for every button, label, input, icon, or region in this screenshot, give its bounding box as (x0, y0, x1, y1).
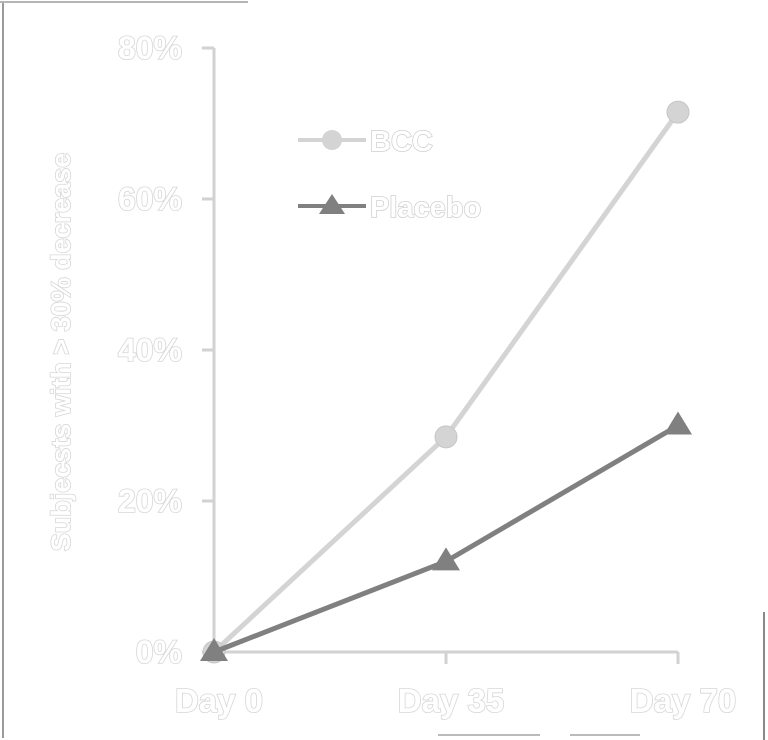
y-tick-label: 40% (118, 332, 182, 368)
x-axis-ticks: Day 0 Day 35 Day 70 (174, 652, 737, 720)
legend-item-bcc: BCC (298, 125, 434, 159)
x-tick-label: Day 35 (398, 682, 504, 719)
data-point-placebo (664, 411, 692, 435)
data-point-placebo (432, 547, 460, 571)
legend: BCC Placebo (298, 125, 482, 225)
y-tick-label: 60% (118, 181, 182, 217)
y-axis-label: Subjecsts with > 30% decrease (46, 153, 76, 551)
x-tick-label: Day 70 (630, 682, 736, 719)
legend-label-placebo: Placebo (370, 192, 481, 224)
legend-marker-placebo (319, 194, 345, 214)
x-tick-label: Day 0 (175, 682, 263, 719)
legend-label-bcc: BCC (370, 126, 433, 158)
data-point-placebo (200, 638, 228, 661)
y-tick-label: 20% (118, 483, 182, 519)
data-point-bcc (666, 100, 690, 124)
series-line-placebo (213, 423, 680, 655)
y-axis-ticks: 0% 20% 40% 60% 80% (117, 29, 214, 671)
series-bcc (202, 100, 690, 664)
series-placebo (200, 411, 692, 661)
series-layer (200, 100, 692, 664)
legend-marker-bcc (322, 130, 342, 150)
legend-item-placebo: Placebo (298, 191, 482, 225)
data-point-bcc (434, 425, 458, 449)
y-tick-label: 80% (118, 30, 182, 66)
y-tick-label: 0% (136, 634, 182, 670)
